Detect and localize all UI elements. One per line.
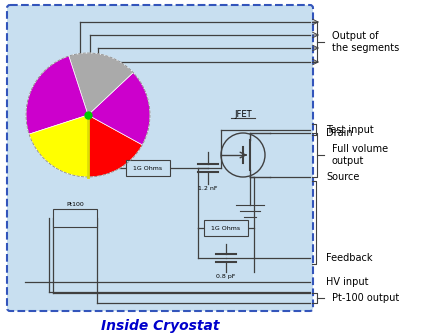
Text: 1G Ohms: 1G Ohms: [134, 165, 163, 171]
Text: JFET: JFET: [234, 110, 252, 119]
Text: Test input: Test input: [326, 125, 374, 135]
Text: HV input: HV input: [326, 277, 368, 287]
Text: Pt100: Pt100: [66, 202, 84, 207]
Wedge shape: [88, 73, 150, 145]
Bar: [53, 209, 97, 227]
Text: Feedback: Feedback: [326, 253, 372, 263]
Text: Full volume
output: Full volume output: [332, 144, 388, 166]
Bar: [126, 160, 170, 176]
Wedge shape: [26, 56, 88, 134]
Text: Source: Source: [326, 172, 359, 182]
Text: Pt-100 output: Pt-100 output: [332, 293, 399, 303]
Wedge shape: [69, 53, 133, 115]
Text: 1.2 nF: 1.2 nF: [198, 186, 218, 191]
Wedge shape: [29, 115, 88, 177]
Text: 1G Ohms: 1G Ohms: [211, 225, 240, 230]
Text: Inside Cryostat: Inside Cryostat: [101, 319, 219, 333]
Text: Drain: Drain: [326, 128, 353, 138]
Wedge shape: [88, 115, 142, 177]
Bar: [204, 220, 248, 236]
FancyBboxPatch shape: [7, 5, 313, 311]
Text: Output of
the segments: Output of the segments: [332, 31, 399, 53]
Text: 0.8 pF: 0.8 pF: [216, 274, 236, 279]
